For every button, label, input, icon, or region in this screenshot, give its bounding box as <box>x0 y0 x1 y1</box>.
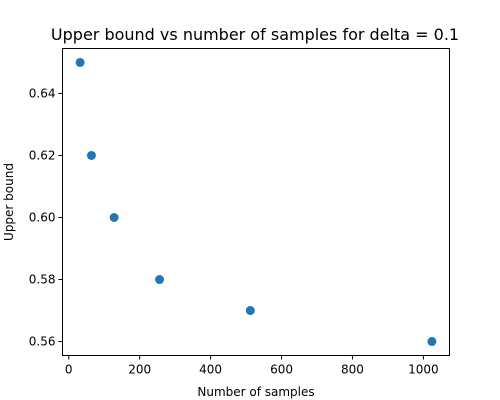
data-points <box>75 57 437 347</box>
x-tick-label: 400 <box>199 363 222 377</box>
y-tick-label: 0.64 <box>29 86 56 100</box>
data-point <box>75 57 85 67</box>
plot-frame <box>62 48 450 356</box>
x-tick-label: 800 <box>341 363 364 377</box>
x-tick-label: 0 <box>65 363 73 377</box>
data-point <box>245 306 255 316</box>
y-axis-label: Upper bound <box>2 163 16 241</box>
y-tick-label: 0.60 <box>29 211 56 225</box>
data-point <box>109 213 119 223</box>
axis-ticks: 0 200 400 600 800 1000 0.56 0.58 0.60 0.62 0.64 <box>29 86 439 376</box>
x-axis-label: Number of samples <box>197 385 314 399</box>
chart-title: Upper bound vs number of samples for del… <box>51 25 459 44</box>
y-tick-label: 0.56 <box>29 335 56 349</box>
data-point <box>427 337 437 347</box>
x-tick-label: 200 <box>128 363 151 377</box>
y-tick-label: 0.62 <box>29 148 56 162</box>
data-point <box>155 275 165 285</box>
data-point <box>86 150 96 160</box>
x-tick-label: 1000 <box>408 363 439 377</box>
x-tick-label: 600 <box>270 363 293 377</box>
y-tick-label: 0.58 <box>29 273 56 287</box>
